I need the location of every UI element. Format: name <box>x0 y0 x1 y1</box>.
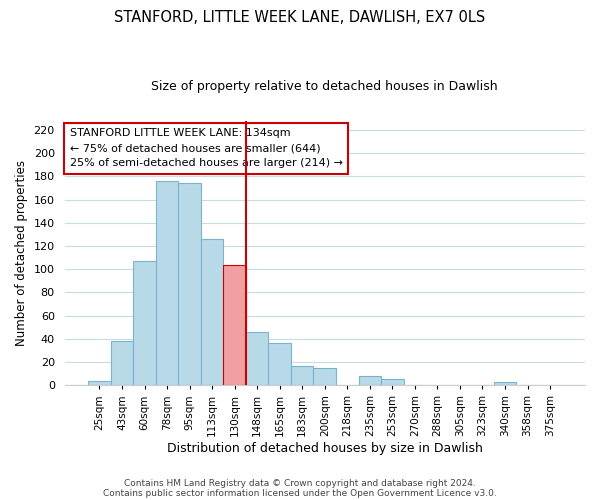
Bar <box>313 368 336 386</box>
Bar <box>156 181 178 386</box>
Text: Contains HM Land Registry data © Crown copyright and database right 2024.: Contains HM Land Registry data © Crown c… <box>124 478 476 488</box>
Bar <box>111 341 133 386</box>
Bar <box>268 344 291 386</box>
X-axis label: Distribution of detached houses by size in Dawlish: Distribution of detached houses by size … <box>167 442 483 455</box>
Y-axis label: Number of detached properties: Number of detached properties <box>15 160 28 346</box>
Bar <box>359 376 381 386</box>
Bar <box>178 184 201 386</box>
Bar <box>133 261 156 386</box>
Bar <box>291 366 313 386</box>
Bar <box>381 380 404 386</box>
Text: STANFORD LITTLE WEEK LANE: 134sqm
← 75% of detached houses are smaller (644)
25%: STANFORD LITTLE WEEK LANE: 134sqm ← 75% … <box>70 128 343 168</box>
Bar <box>494 382 516 386</box>
Bar <box>201 239 223 386</box>
Bar <box>88 380 111 386</box>
Title: Size of property relative to detached houses in Dawlish: Size of property relative to detached ho… <box>151 80 498 93</box>
Text: Contains public sector information licensed under the Open Government Licence v3: Contains public sector information licen… <box>103 488 497 498</box>
Text: STANFORD, LITTLE WEEK LANE, DAWLISH, EX7 0LS: STANFORD, LITTLE WEEK LANE, DAWLISH, EX7… <box>115 10 485 25</box>
Bar <box>223 264 246 386</box>
Bar <box>246 332 268 386</box>
